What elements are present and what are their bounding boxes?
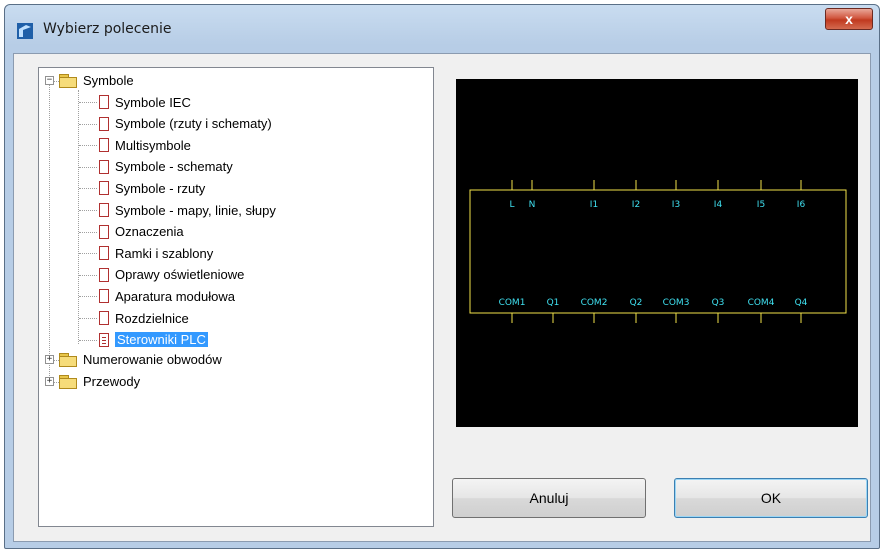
plc-label-bottom: COM4	[748, 298, 775, 308]
window-title: Wybierz polecenie	[43, 21, 172, 37]
tree-label: Symbole (rzuty i schematy)	[115, 116, 272, 132]
tree-expander-przewody[interactable]: +	[45, 376, 54, 386]
close-button[interactable]: x	[825, 8, 873, 30]
plc-label-bottom: Q4	[795, 298, 808, 308]
tree-item[interactable]: Aparatura modułowa	[99, 286, 235, 306]
plc-label-bottom: COM1	[499, 298, 526, 308]
cancel-button[interactable]: Anuluj	[452, 478, 646, 518]
dialog-body: − Symbole Symbole IEC Symbole (rzuty i sc…	[13, 53, 871, 542]
document-icon	[99, 159, 109, 174]
plc-label-top: I3	[672, 200, 680, 210]
tree-item[interactable]: Rozdzielnice	[99, 308, 189, 328]
document-icon	[99, 95, 109, 109]
tree-label: Symbole - schematy	[115, 159, 233, 175]
tree-guide-line	[79, 166, 97, 168]
plc-label-bottom: COM2	[581, 298, 608, 308]
tree-label: Numerowanie obwodów	[83, 351, 222, 367]
tree-folder-numerowanie[interactable]: Numerowanie obwodów	[59, 349, 222, 369]
plc-label-bottom: COM3	[663, 298, 690, 308]
tree-guide-line	[79, 188, 97, 190]
plc-label-top: I4	[714, 200, 723, 210]
tree-folder-przewody[interactable]: Przewody	[59, 371, 140, 391]
tree-guide-line	[79, 296, 97, 298]
tree-item[interactable]: Ramki i szablony	[99, 243, 213, 263]
tree-label: Oprawy oświetleniowe	[115, 267, 245, 283]
tree-item[interactable]: Oznaczenia	[99, 222, 184, 242]
tree-item[interactable]: Symbole (rzuty i schematy)	[99, 114, 272, 134]
tree-folder-symbole[interactable]: Symbole	[59, 70, 134, 90]
tree-label: Symbole IEC	[115, 94, 191, 110]
plc-label-bottom: Q3	[712, 298, 725, 308]
plc-label-top: I2	[632, 200, 640, 210]
tree-label: Symbole - mapy, linie, słupy	[115, 202, 276, 218]
tree-label: Rozdzielnice	[115, 310, 189, 326]
tree-label: Multisymbole	[115, 137, 191, 153]
tree-guide-line	[53, 382, 61, 383]
command-tree[interactable]: − Symbole Symbole IEC Symbole (rzuty i sc…	[38, 67, 434, 527]
plc-label-top: L	[509, 200, 514, 210]
document-list-icon	[99, 332, 109, 347]
plc-outline	[469, 189, 847, 314]
dialog-window: Wybierz polecenie x − Symbole Symbole IE…	[4, 4, 880, 549]
tree-guide-line	[53, 360, 61, 361]
tree-item[interactable]: Oprawy oświetleniowe	[99, 265, 244, 285]
close-icon: x	[845, 11, 853, 27]
plc-label-top: I1	[590, 200, 598, 210]
plc-label-top: N	[529, 200, 536, 210]
document-icon	[99, 138, 109, 153]
tree-guide-line	[49, 84, 50, 386]
tree-expander-symbole[interactable]: −	[45, 75, 54, 85]
tree-label: Ramki i szablony	[115, 245, 214, 261]
tree-guide-line	[79, 145, 97, 147]
document-icon	[99, 289, 109, 304]
document-icon	[99, 246, 109, 261]
tree-item[interactable]: Symbole - mapy, linie, słupy	[99, 200, 276, 220]
tree-guide-line	[53, 81, 61, 82]
tree-guide-line	[79, 123, 97, 125]
folder-icon	[59, 352, 77, 367]
tree-expander-numerowanie[interactable]: +	[45, 354, 54, 364]
tree-guide-line	[78, 90, 79, 344]
plc-symbol-drawing: L N I1 I2 I3 I4 I5 I6 COM1 Q1 COM2 Q2 COM3 Q3 COM4 Q4	[469, 180, 847, 323]
tree-guide-line	[79, 339, 97, 341]
plc-label-top: I5	[757, 200, 765, 210]
tree-guide-line	[79, 253, 97, 255]
title-bar[interactable]: Wybierz polecenie x	[5, 5, 879, 53]
ok-button[interactable]: OK	[674, 478, 868, 518]
app-icon	[17, 23, 33, 39]
folder-icon	[59, 374, 77, 389]
document-icon	[99, 203, 109, 217]
tree-item[interactable]: Symbole IEC	[99, 92, 191, 112]
tree-guide-line	[79, 318, 97, 319]
document-icon	[99, 116, 109, 131]
plc-label-bottom: Q2	[630, 298, 643, 308]
folder-icon	[59, 73, 77, 88]
tree-item[interactable]: Symbole - schematy	[99, 157, 233, 177]
tree-label: Oznaczenia	[115, 224, 184, 240]
document-icon	[99, 311, 109, 325]
document-icon	[99, 181, 109, 196]
plc-label-bottom: Q1	[547, 298, 560, 308]
tree-item[interactable]: Multisymbole	[99, 135, 191, 155]
tree-item[interactable]: Sterowniki PLC	[99, 330, 208, 350]
document-icon	[99, 267, 109, 282]
document-icon	[99, 224, 109, 239]
tree-guide-line	[79, 102, 97, 103]
tree-guide-line	[79, 210, 97, 211]
tree-label: Przewody	[83, 373, 141, 389]
tree-label: Aparatura modułowa	[115, 288, 235, 304]
tree-guide-line	[79, 274, 97, 276]
plc-label-top: I6	[797, 200, 806, 210]
symbol-preview: L N I1 I2 I3 I4 I5 I6 COM1 Q1 COM2 Q2 COM3 Q3 COM4 Q4	[456, 79, 858, 427]
tree-label: Symbole - rzuty	[115, 180, 206, 196]
tree-guide-line	[79, 231, 97, 233]
tree-item[interactable]: Symbole - rzuty	[99, 178, 205, 198]
tree-label: Sterowniki PLC	[115, 332, 208, 348]
tree-label: Symbole	[83, 72, 134, 88]
